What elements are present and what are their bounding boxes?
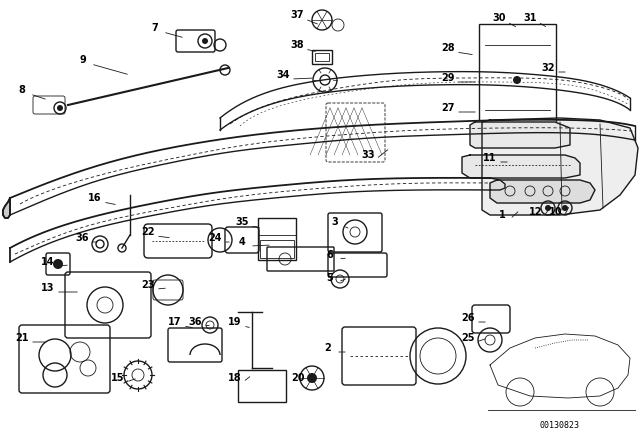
Text: 25: 25 <box>461 333 475 343</box>
Text: 6: 6 <box>326 250 333 260</box>
Text: 13: 13 <box>41 283 55 293</box>
Text: 12: 12 <box>529 207 543 217</box>
Text: 5: 5 <box>326 273 333 283</box>
Text: 00130823: 00130823 <box>540 421 580 430</box>
Text: 19: 19 <box>228 317 242 327</box>
Text: 15: 15 <box>111 373 125 383</box>
Text: 22: 22 <box>141 227 155 237</box>
Text: 7: 7 <box>152 23 158 33</box>
Text: 20: 20 <box>291 373 305 383</box>
Text: 11: 11 <box>483 153 497 163</box>
Text: 1: 1 <box>499 210 506 220</box>
Text: 38: 38 <box>290 40 304 50</box>
Text: 32: 32 <box>541 63 555 73</box>
Text: 26: 26 <box>461 313 475 323</box>
Text: 21: 21 <box>15 333 29 343</box>
Text: 36: 36 <box>76 233 89 243</box>
Text: 33: 33 <box>361 150 375 160</box>
Text: 18: 18 <box>228 373 242 383</box>
Text: 31: 31 <box>524 13 537 23</box>
Text: 28: 28 <box>441 43 455 53</box>
Polygon shape <box>462 155 580 178</box>
Text: 36: 36 <box>188 317 202 327</box>
Text: 17: 17 <box>168 317 182 327</box>
Circle shape <box>545 205 551 211</box>
Text: 37: 37 <box>291 10 304 20</box>
Text: 14: 14 <box>41 257 55 267</box>
Text: 24: 24 <box>208 233 221 243</box>
Circle shape <box>513 76 521 84</box>
Text: 8: 8 <box>19 85 26 95</box>
Circle shape <box>53 259 63 269</box>
Polygon shape <box>482 118 638 215</box>
Circle shape <box>562 205 568 211</box>
Text: 29: 29 <box>441 73 455 83</box>
Text: 3: 3 <box>332 217 339 227</box>
Text: 2: 2 <box>324 343 332 353</box>
Text: 35: 35 <box>236 217 249 227</box>
Text: 4: 4 <box>239 237 245 247</box>
Circle shape <box>307 373 317 383</box>
Text: 16: 16 <box>88 193 102 203</box>
Polygon shape <box>490 180 595 203</box>
Text: 27: 27 <box>441 103 455 113</box>
Text: 30: 30 <box>492 13 506 23</box>
Text: 34: 34 <box>276 70 290 80</box>
Text: 23: 23 <box>141 280 155 290</box>
Text: 10: 10 <box>549 207 563 217</box>
Polygon shape <box>3 198 10 218</box>
Polygon shape <box>470 122 570 148</box>
Circle shape <box>202 38 208 44</box>
Circle shape <box>57 105 63 111</box>
Text: 9: 9 <box>79 55 86 65</box>
